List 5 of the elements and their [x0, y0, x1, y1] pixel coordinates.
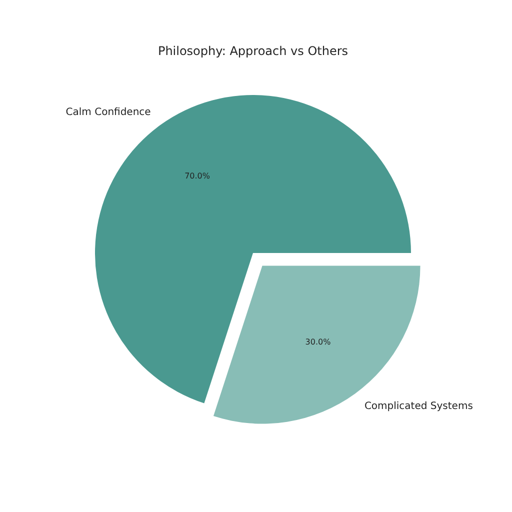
data-label: 30.0%: [305, 338, 332, 347]
slice-label: Complicated Systems: [364, 401, 473, 412]
slice-label: Calm Confidence: [66, 107, 151, 118]
data-label: 70.0%: [184, 171, 210, 180]
chart-title: Philosophy: Approach vs Others: [158, 44, 348, 58]
